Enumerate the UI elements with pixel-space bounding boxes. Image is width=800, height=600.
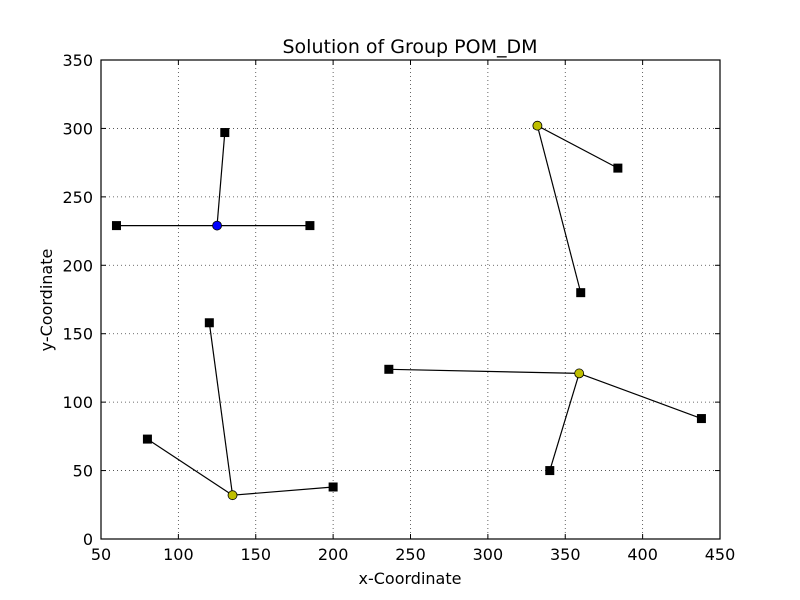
x-tick-label: 100 <box>163 545 194 564</box>
x-tick-label: 200 <box>318 545 349 564</box>
customer-point <box>545 466 555 476</box>
x-tick-label: 250 <box>395 545 426 564</box>
assignment-line <box>388 368 580 375</box>
assignment-line <box>208 322 234 496</box>
y-tick-labels: 0 50 100 150 200 250 300 350 <box>62 51 93 549</box>
facility-point <box>212 220 222 231</box>
y-tick-label: 50 <box>73 462 93 481</box>
x-tick-label: 150 <box>240 545 271 564</box>
x-tick-label: 50 <box>91 545 111 564</box>
x-tick-label: 400 <box>627 545 658 564</box>
x-tick-label: 300 <box>473 545 504 564</box>
customer-point <box>328 482 338 492</box>
assignment-line <box>549 373 580 471</box>
assignment-line <box>578 372 702 420</box>
assignment-line <box>537 125 619 169</box>
customer-point <box>613 163 623 173</box>
y-axis-label: y-Coordinate <box>37 249 56 352</box>
customer-point <box>696 414 706 424</box>
x-axis-label: x-Coordinate <box>359 569 462 588</box>
customer-point <box>305 221 315 231</box>
facility-point <box>574 368 585 379</box>
facility-point <box>532 120 543 131</box>
assignment-line <box>232 486 334 496</box>
x-tick-label: 350 <box>550 545 581 564</box>
assignment-line <box>216 132 226 226</box>
plot-frame <box>100 59 721 540</box>
y-tick-label: 0 <box>83 530 93 549</box>
customer-point <box>142 434 152 444</box>
y-tick-label: 200 <box>62 256 93 275</box>
customer-point <box>384 364 394 374</box>
assignment-line <box>147 438 233 496</box>
markers <box>111 120 706 501</box>
chart-title: Solution of Group POM_DM <box>282 36 537 58</box>
assignment-line <box>536 125 582 293</box>
y-tick-label: 150 <box>62 325 93 344</box>
y-tick-label: 300 <box>62 119 93 138</box>
facility-point <box>227 490 238 501</box>
customer-point <box>111 221 121 231</box>
x-tick-label: 450 <box>705 545 736 564</box>
y-tick-label: 100 <box>62 393 93 412</box>
customer-point <box>204 318 214 328</box>
assignment-lines <box>116 125 702 496</box>
customer-point <box>220 128 230 138</box>
y-tick-label: 250 <box>62 188 93 207</box>
customer-point <box>576 288 586 298</box>
x-tick-labels: 50 100 150 200 250 300 350 400 450 <box>91 545 735 564</box>
y-tick-label: 350 <box>62 51 93 70</box>
